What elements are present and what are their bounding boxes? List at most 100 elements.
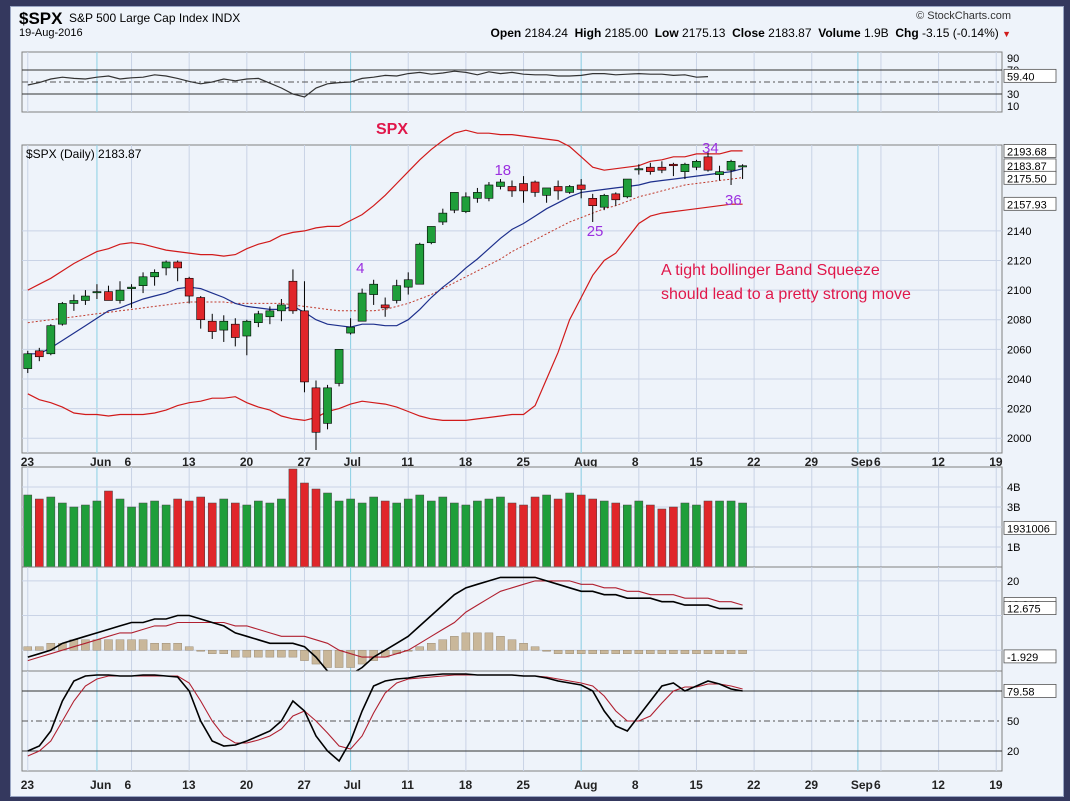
macd-histogram-bar	[519, 643, 528, 651]
macd-histogram-bar	[242, 650, 252, 658]
macd-histogram-bar	[738, 650, 747, 654]
rsi-ylabel: 10	[1007, 101, 1019, 113]
candle-body	[196, 297, 206, 321]
candle-body	[104, 291, 113, 301]
macd-histogram-bar	[323, 650, 332, 668]
wave-label: 36	[725, 192, 742, 209]
chart-date: 19-Aug-2016	[19, 27, 83, 39]
candle-body	[576, 184, 586, 190]
volume-bar	[69, 506, 79, 568]
candle-body	[242, 320, 252, 337]
volume-bar	[415, 494, 425, 568]
x-tick-label: 25	[517, 455, 531, 469]
macd-histogram-bar	[173, 643, 182, 651]
volume-bar	[530, 496, 540, 568]
candle-body	[81, 295, 90, 301]
volume-bar	[196, 496, 205, 568]
volume-bar	[657, 508, 667, 568]
symbol: $SPX	[19, 9, 63, 28]
candle-body	[450, 192, 459, 211]
macd-histogram-bar	[184, 646, 194, 651]
candle-body	[300, 310, 309, 383]
volume-bar	[473, 500, 482, 568]
candle-body	[622, 178, 632, 198]
macd-histogram-bar	[334, 650, 344, 668]
volume-bar	[127, 506, 136, 568]
macd-histogram-bar	[484, 632, 494, 651]
macd-histogram-bar	[726, 650, 736, 654]
macd-histogram-bar	[623, 650, 632, 654]
volume-bar	[104, 490, 113, 568]
macd-histogram-bar	[553, 650, 563, 654]
candle-body	[565, 186, 574, 193]
stoch-ylabel: 20	[1007, 746, 1019, 758]
volume-bar	[58, 502, 67, 568]
candle-body	[507, 186, 517, 192]
candle-body	[230, 323, 240, 338]
symbol-description: S&P 500 Large Cap Index INDX	[69, 11, 241, 25]
candle-body	[461, 196, 471, 212]
candle-body	[46, 325, 56, 355]
candle-body	[680, 163, 690, 172]
macd-line	[27, 576, 743, 676]
rsi-line	[27, 70, 709, 98]
volume-bar	[715, 500, 724, 568]
price-ytick: 2000	[1007, 433, 1031, 445]
x-tick-label-bottom: 20	[240, 778, 254, 792]
volume-ylabel-box	[1003, 520, 1057, 535]
volume-bar	[403, 498, 413, 568]
volume-bar	[357, 502, 367, 568]
stoch-ylabel-box	[1003, 684, 1057, 698]
volume-bar	[680, 502, 690, 568]
x-tick-label: Sep	[851, 455, 873, 469]
wave-label: 25	[587, 223, 604, 240]
x-tick-label: 29	[805, 455, 819, 469]
volume-bar	[277, 498, 286, 568]
x-tick-label-bottom: 18	[459, 778, 473, 792]
x-tick-label-bottom: 19	[989, 778, 1003, 792]
x-tick-label: 12	[932, 455, 946, 469]
volume-bar	[173, 498, 182, 568]
x-tick-label-bottom: 22	[747, 778, 761, 792]
volume-bar	[461, 504, 471, 568]
macd-histogram-bar	[265, 650, 275, 658]
volume-bar	[23, 494, 33, 568]
volume-bar	[738, 502, 747, 568]
volume-bar	[703, 500, 713, 568]
macd-histogram-bar	[600, 650, 609, 654]
macd-histogram-bar	[81, 639, 90, 651]
macd-histogram-bar	[507, 639, 517, 651]
macd-histogram-bar	[576, 650, 586, 654]
macd-histogram-bar	[588, 650, 597, 654]
macd-histogram-bar	[231, 650, 240, 658]
macd-histogram-bar	[542, 650, 551, 652]
x-tick-label: 11	[401, 455, 414, 469]
x-tick-label-bottom: 29	[805, 778, 819, 792]
candle-body	[161, 261, 171, 269]
macd-histogram-bar	[634, 650, 644, 654]
price-ylabel: 2175.50	[1007, 173, 1047, 185]
candle-body	[69, 300, 79, 304]
macd-signal-line	[27, 580, 743, 662]
wave-label: 18	[494, 162, 511, 179]
candle-body	[34, 350, 44, 358]
x-tick-label: 15	[689, 455, 703, 469]
macd-histogram-bar	[496, 636, 505, 651]
volume-bar	[484, 498, 494, 568]
candle-body	[380, 304, 390, 309]
candle-body	[669, 163, 678, 167]
candle-body	[127, 286, 136, 289]
volume-bar	[669, 506, 678, 568]
candle-body	[219, 320, 229, 331]
volume-bar	[92, 500, 102, 568]
candle-body	[92, 291, 102, 294]
volume-bar	[311, 488, 321, 568]
annotation-text: A tight bollinger Band Squeeze	[661, 262, 880, 279]
volume-bar	[692, 504, 701, 568]
candle-body	[207, 320, 217, 332]
stoch-k-line	[27, 673, 743, 763]
volume-bar	[611, 502, 621, 568]
x-tick-label-bottom: 8	[632, 778, 639, 792]
x-tick-label-bottom: Jun	[90, 778, 111, 792]
candle-body	[519, 183, 528, 192]
